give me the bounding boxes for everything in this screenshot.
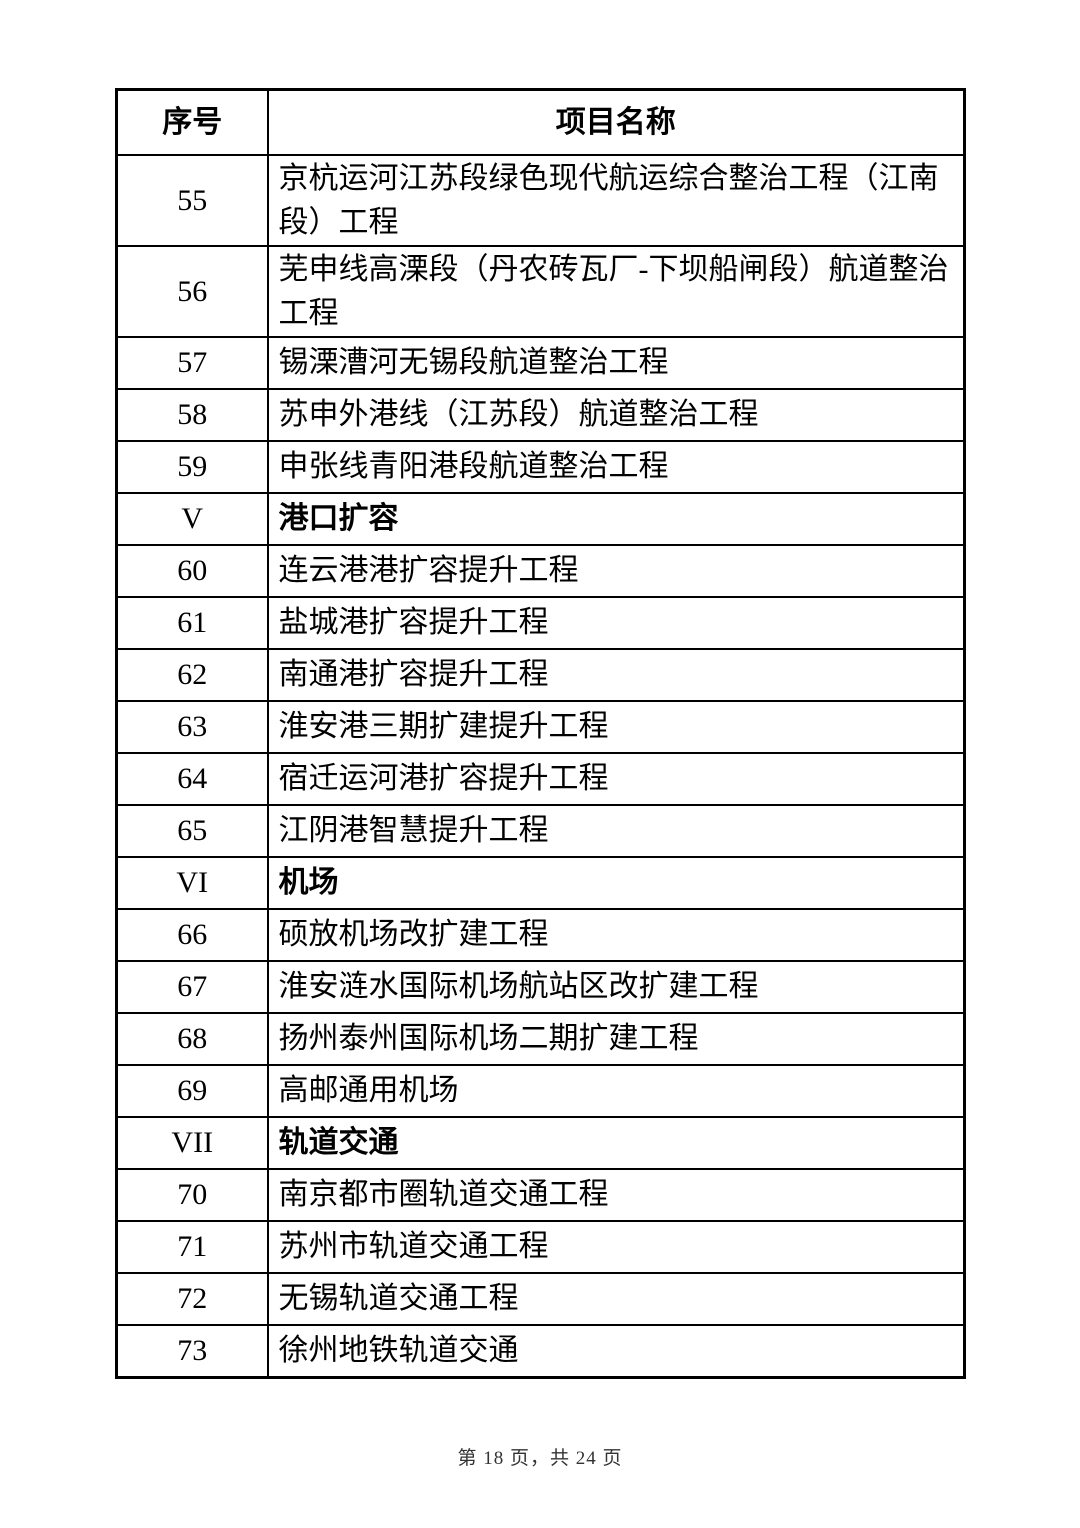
table-header: 序号 项目名称 — [115, 88, 966, 156]
table-row: 56 芜申线高溧段（丹农砖瓦厂-下坝船闸段）航道整治工程 — [115, 245, 966, 338]
row-number-cell: 63 — [115, 700, 269, 754]
table-body: 55 京杭运河江苏段绿色现代航运综合整治工程（江南段）工程 56 芜申线高溧段（丹农砖… — [115, 154, 966, 1379]
row-number-cell: 59 — [115, 440, 269, 494]
row-number-cell: 64 — [115, 752, 269, 806]
project-name-cell: 南通港扩容提升工程 — [266, 648, 966, 702]
project-name-cell: 徐州地铁轨道交通 — [266, 1324, 966, 1379]
row-number-cell: 57 — [115, 336, 269, 390]
table-row: 68 扬州泰州国际机场二期扩建工程 — [115, 1012, 966, 1066]
table-row: 59 申张线青阳港段航道整治工程 — [115, 440, 966, 494]
table-row: 67 淮安涟水国际机场航站区改扩建工程 — [115, 960, 966, 1014]
table-row: 72 无锡轨道交通工程 — [115, 1272, 966, 1326]
project-name-cell: 江阴港智慧提升工程 — [266, 804, 966, 858]
project-name-cell: 申张线青阳港段航道整治工程 — [266, 440, 966, 494]
table-row: 63 淮安港三期扩建提升工程 — [115, 700, 966, 754]
project-name-cell: 连云港港扩容提升工程 — [266, 544, 966, 598]
project-table: 序号 项目名称 55 京杭运河江苏段绿色现代航运综合整治工程（江南段）工程 56 芜申… — [115, 88, 966, 1379]
row-number-cell: 67 — [115, 960, 269, 1014]
row-number-cell: VII — [115, 1116, 269, 1170]
row-number-cell: 73 — [115, 1324, 269, 1379]
row-number-cell: V — [115, 492, 269, 546]
row-number-cell: VI — [115, 856, 269, 910]
table-row: 71 苏州市轨道交通工程 — [115, 1220, 966, 1274]
project-name-cell: 京杭运河江苏段绿色现代航运综合整治工程（江南段）工程 — [266, 154, 966, 247]
table-row: 60 连云港港扩容提升工程 — [115, 544, 966, 598]
table-row: 69 高邮通用机场 — [115, 1064, 966, 1118]
table-row: 73 徐州地铁轨道交通 — [115, 1324, 966, 1379]
project-name-cell: 宿迁运河港扩容提升工程 — [266, 752, 966, 806]
row-number-cell: 56 — [115, 245, 269, 338]
table-row: 58 苏申外港线（江苏段）航道整治工程 — [115, 388, 966, 442]
table-row: 64 宿迁运河港扩容提升工程 — [115, 752, 966, 806]
project-name-cell: 苏申外港线（江苏段）航道整治工程 — [266, 388, 966, 442]
row-number-cell: 62 — [115, 648, 269, 702]
row-number-cell: 68 — [115, 1012, 269, 1066]
header-row: 序号 项目名称 — [115, 88, 966, 156]
section-row: VI 机场 — [115, 856, 966, 910]
project-name-cell: 轨道交通 — [266, 1116, 966, 1170]
section-row: VII 轨道交通 — [115, 1116, 966, 1170]
row-number-cell: 58 — [115, 388, 269, 442]
header-cell-name: 项目名称 — [266, 88, 966, 156]
row-number-cell: 60 — [115, 544, 269, 598]
project-name-cell: 锡溧漕河无锡段航道整治工程 — [266, 336, 966, 390]
project-name-cell: 淮安涟水国际机场航站区改扩建工程 — [266, 960, 966, 1014]
table-row: 70 南京都市圈轨道交通工程 — [115, 1168, 966, 1222]
project-name-cell: 苏州市轨道交通工程 — [266, 1220, 966, 1274]
row-number-cell: 70 — [115, 1168, 269, 1222]
row-number-cell: 55 — [115, 154, 269, 247]
project-name-cell: 无锡轨道交通工程 — [266, 1272, 966, 1326]
project-name-cell: 机场 — [266, 856, 966, 910]
project-name-cell: 港口扩容 — [266, 492, 966, 546]
project-name-cell: 高邮通用机场 — [266, 1064, 966, 1118]
project-name-cell: 盐城港扩容提升工程 — [266, 596, 966, 650]
row-number-cell: 66 — [115, 908, 269, 962]
project-name-cell: 扬州泰州国际机场二期扩建工程 — [266, 1012, 966, 1066]
project-name-cell: 芜申线高溧段（丹农砖瓦厂-下坝船闸段）航道整治工程 — [266, 245, 966, 338]
table-row: 65 江阴港智慧提升工程 — [115, 804, 966, 858]
table-row: 61 盐城港扩容提升工程 — [115, 596, 966, 650]
table-row: 66 硕放机场改扩建工程 — [115, 908, 966, 962]
row-number-cell: 65 — [115, 804, 269, 858]
project-name-cell: 南京都市圈轨道交通工程 — [266, 1168, 966, 1222]
table-row: 62 南通港扩容提升工程 — [115, 648, 966, 702]
table-row: 55 京杭运河江苏段绿色现代航运综合整治工程（江南段）工程 — [115, 154, 966, 247]
project-name-cell: 淮安港三期扩建提升工程 — [266, 700, 966, 754]
page-number-footer: 第 18 页，共 24 页 — [457, 1448, 623, 1469]
project-name-cell: 硕放机场改扩建工程 — [266, 908, 966, 962]
row-number-cell: 71 — [115, 1220, 269, 1274]
row-number-cell: 72 — [115, 1272, 269, 1326]
table-row: 57 锡溧漕河无锡段航道整治工程 — [115, 336, 966, 390]
header-cell-no: 序号 — [115, 88, 269, 156]
row-number-cell: 69 — [115, 1064, 269, 1118]
row-number-cell: 61 — [115, 596, 269, 650]
section-row: V 港口扩容 — [115, 492, 966, 546]
